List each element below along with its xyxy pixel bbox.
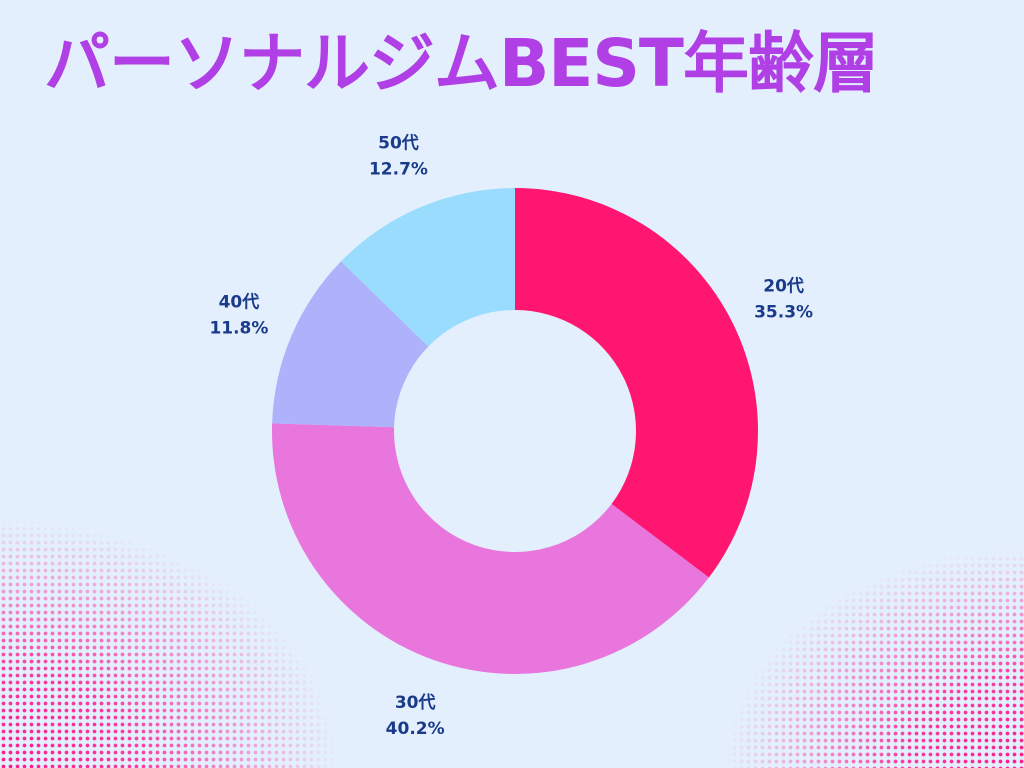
slice-value-label: 40.2% [386,719,445,739]
slice-label: 30代 40.2% [386,692,445,739]
slice-category-label: 20代 [763,275,804,296]
slice-value-label: 11.8% [209,319,268,339]
chart-labels: 20代 35.3% 30代 40.2% 40代 11.8% 50代 12.7% [209,133,813,739]
slice-30代 [272,423,709,674]
slice-label: 50代 12.7% [369,133,428,180]
slice-category-label: 40代 [219,292,260,313]
slice-label: 20代 35.3% [754,275,813,322]
slice-50代 [341,188,515,347]
slice-value-label: 35.3% [754,302,813,322]
slice-category-label: 30代 [395,692,436,713]
slice-40代 [272,261,429,428]
slice-20代 [515,188,759,578]
slice-category-label: 50代 [378,133,419,154]
slice-label: 40代 11.8% [209,292,268,339]
page-title: パーソナルジムBEST年齢層 [44,25,879,102]
chart-slices [272,188,759,674]
slice-value-label: 12.7% [369,160,428,180]
